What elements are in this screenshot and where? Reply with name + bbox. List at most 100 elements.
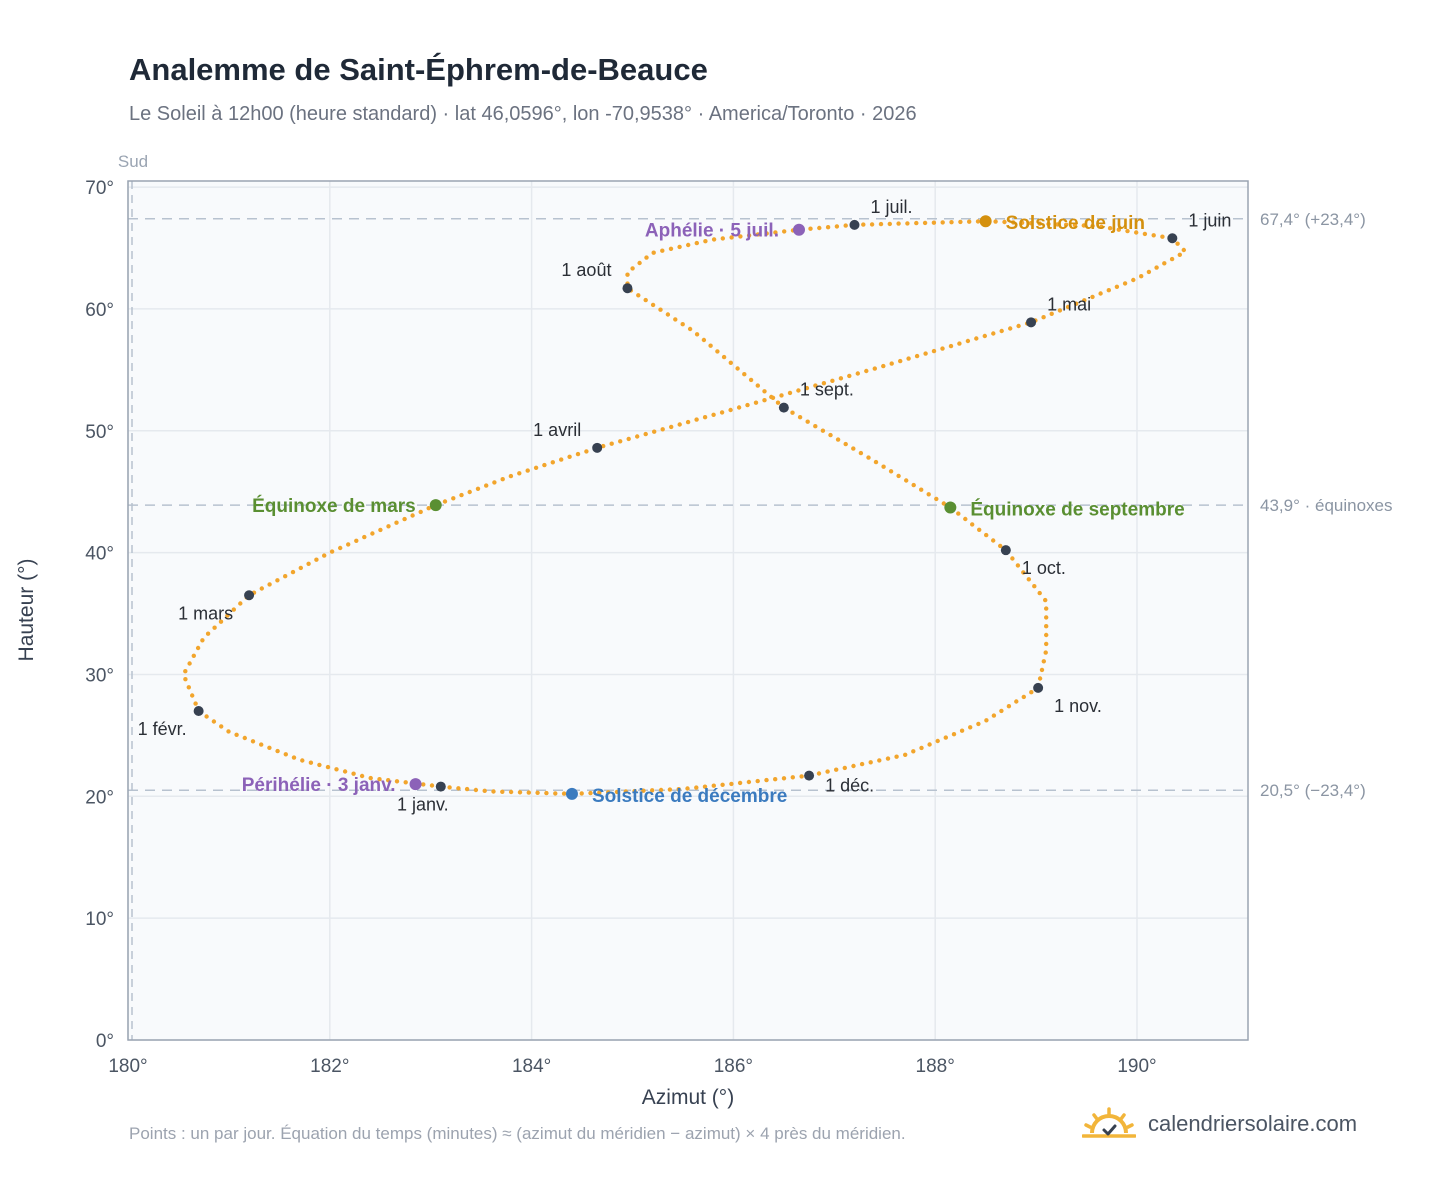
daily-sun-point	[242, 735, 247, 741]
daily-sun-point	[1014, 699, 1019, 704]
daily-sun-point	[922, 220, 928, 226]
daily-sun-point	[702, 784, 708, 789]
daily-sun-point	[878, 221, 884, 227]
daily-sun-point	[974, 336, 979, 341]
daily-sun-point	[386, 778, 391, 783]
daily-sun-point	[702, 415, 708, 420]
daily-sun-point	[636, 293, 641, 298]
daily-sun-point	[728, 360, 733, 365]
daily-sun-point	[799, 774, 804, 779]
event-marker	[429, 499, 442, 512]
daily-sun-point	[701, 337, 707, 343]
daily-sun-point	[575, 451, 581, 457]
daily-sun-point	[685, 419, 691, 425]
daily-sun-point	[491, 789, 496, 794]
daily-sun-point	[906, 356, 911, 361]
daily-sun-point	[694, 417, 699, 422]
daily-sun-point	[1064, 222, 1069, 227]
daily-sun-point	[926, 492, 931, 497]
daily-sun-point	[790, 775, 795, 780]
month-marker	[804, 770, 815, 781]
daily-sun-point	[935, 738, 940, 744]
daily-sun-point	[738, 234, 743, 239]
daily-sun-point	[1015, 563, 1021, 568]
daily-sun-point	[533, 465, 539, 470]
daily-sun-point	[834, 224, 840, 229]
daily-sun-point	[911, 749, 916, 754]
daily-sun-point	[606, 790, 611, 795]
axis-ticks: 180° 182° 184° 186° 188° 190° 0° 10° 20° 30° 40° 50…	[85, 178, 1156, 1077]
daily-sun-point	[975, 219, 981, 224]
daily-sun-point	[370, 531, 375, 536]
daily-sun-point	[729, 781, 734, 787]
daily-sun-point	[394, 520, 399, 525]
daily-sun-point	[1131, 277, 1136, 283]
daily-sun-point	[993, 219, 998, 224]
month-marker-label: 1 janv.	[397, 795, 449, 815]
y-tick-label: 60°	[85, 300, 114, 321]
daily-sun-point	[1099, 224, 1104, 229]
daily-sun-point	[669, 424, 674, 430]
daily-sun-point	[834, 767, 839, 772]
daily-sun-point	[377, 777, 382, 782]
daily-sun-point	[535, 790, 540, 795]
daily-sun-point	[1072, 222, 1078, 228]
daily-sun-point	[873, 459, 879, 465]
daily-sun-point	[866, 455, 871, 460]
daily-sun-point	[787, 390, 793, 396]
daily-sun-point	[711, 783, 716, 788]
month-marker-label: 1 mars	[178, 603, 233, 623]
daily-sun-point	[200, 638, 205, 643]
daily-sun-point	[958, 219, 963, 225]
daily-sun-point	[308, 760, 314, 765]
daily-sun-point	[1010, 556, 1015, 561]
daily-sun-point	[976, 721, 981, 727]
daily-sun-point	[677, 422, 682, 427]
daily-sun-point	[711, 412, 716, 417]
daily-sun-point	[843, 441, 848, 447]
daily-sun-point	[484, 483, 489, 488]
daily-sun-point	[755, 778, 760, 784]
daily-sun-point	[991, 331, 996, 336]
daily-sun-point	[475, 486, 481, 491]
daily-sun-point	[781, 776, 787, 781]
footnote: Points : un par jour. Équation du temps …	[129, 1124, 906, 1143]
daily-sun-point	[362, 534, 367, 540]
daily-sun-point	[764, 777, 769, 783]
daily-sun-point	[1026, 577, 1032, 582]
daily-sun-point	[584, 449, 589, 454]
daily-sun-point	[923, 351, 928, 356]
daily-sun-point	[719, 410, 725, 415]
daily-sun-point	[588, 790, 593, 796]
daily-sun-point	[851, 446, 856, 451]
event-label: Solstice de décembre	[592, 786, 787, 807]
daily-sun-point	[813, 383, 818, 388]
daily-sun-point	[903, 752, 908, 757]
daily-sun-point	[828, 432, 833, 438]
daily-sun-point	[991, 538, 996, 543]
daily-sun-point	[561, 791, 567, 796]
daily-sun-point	[658, 787, 664, 793]
daily-sun-point	[234, 732, 239, 737]
month-marker-label: 1 mai	[1047, 294, 1091, 314]
event-label: Équinoxe de septembre	[970, 499, 1184, 521]
daily-sun-point	[1028, 221, 1034, 226]
daily-sun-point	[797, 415, 803, 420]
daily-sun-point	[825, 769, 830, 774]
daily-sun-point	[940, 220, 945, 225]
daily-sun-point	[737, 780, 743, 786]
daily-sun-point	[1032, 584, 1037, 589]
daily-sun-point	[191, 653, 196, 658]
month-marker	[435, 781, 446, 792]
daily-sun-point	[1106, 288, 1112, 293]
daily-sun-point	[1177, 252, 1183, 257]
x-axis-label: Azimut (°)	[642, 1086, 734, 1109]
daily-sun-point	[1090, 223, 1095, 229]
daily-sun-point	[1002, 219, 1007, 225]
month-marker	[849, 219, 860, 230]
daily-sun-point	[625, 272, 630, 277]
daily-sun-point	[225, 613, 230, 618]
y-tick-label: 10°	[85, 909, 114, 930]
y-tick-label: 40°	[85, 544, 114, 565]
y-tick-label: 30°	[85, 665, 114, 686]
